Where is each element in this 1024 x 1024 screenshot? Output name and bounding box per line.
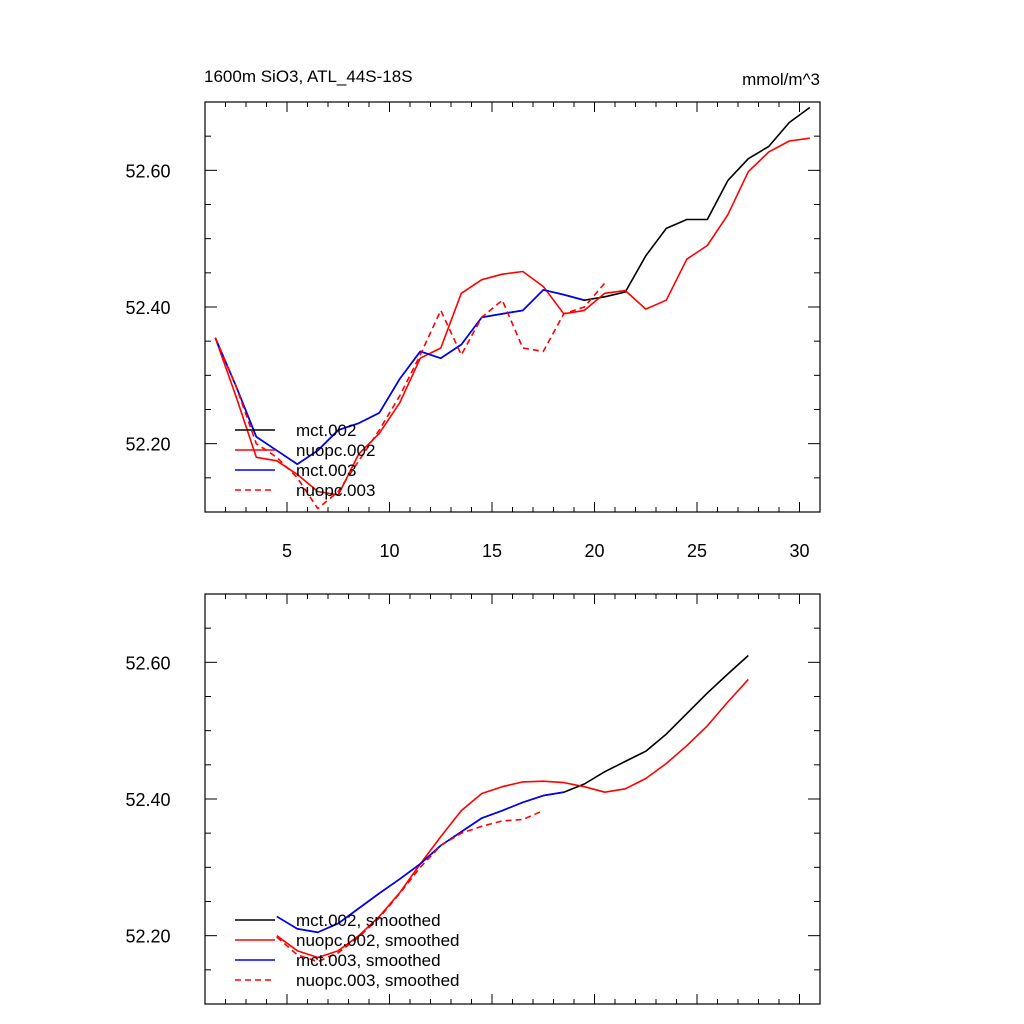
bottom-series-line-1 (276, 654, 749, 934)
top-x-tick-label: 10 (379, 541, 399, 561)
bottom-legend-label: nuopc.003, smoothed (296, 971, 460, 990)
top-x-tick-label: 25 (687, 541, 707, 561)
top-y-tick-label: 52.40 (125, 298, 170, 318)
bottom-series-line-3 (276, 791, 564, 934)
top-chart-title: 1600m SiO3, ATL_44S-18S (204, 67, 413, 86)
top-legend-label: nuopc.002 (296, 441, 375, 460)
bottom-y-tick-label: 52.60 (125, 653, 170, 673)
bottom-y-tick-label: 52.20 (125, 927, 170, 947)
top-series-line-2 (214, 137, 810, 496)
bottom-y-tick-label: 52.40 (125, 790, 170, 810)
top-legend-label: mct.003 (296, 461, 356, 480)
bottom-legend-label: nuopc.002, smoothed (296, 931, 460, 950)
top-series-line-4 (214, 282, 606, 510)
top-legend-label: mct.002 (296, 421, 356, 440)
top-x-tick-label: 20 (584, 541, 604, 561)
top-series-line-3 (214, 289, 585, 466)
bottom-legend-label: mct.002, smoothed (296, 911, 441, 930)
top-chart-panel: 1600m SiO3, ATL_44S-18S mmol/m^3 5 10 15 20… (125, 67, 821, 561)
bottom-series-line-2 (276, 678, 749, 959)
top-x-tick-label: 30 (789, 541, 809, 561)
top-y-tick-label: 52.60 (125, 161, 170, 181)
top-x-tick-label: 15 (482, 541, 502, 561)
top-series-line-1 (214, 106, 811, 466)
bottom-series-line-4 (276, 809, 544, 963)
top-chart-units: mmol/m^3 (742, 70, 820, 89)
top-x-tick-label: 5 (282, 541, 292, 561)
top-y-tick-label: 52.20 (125, 435, 170, 455)
top-legend-label: nuopc.003 (296, 481, 375, 500)
bottom-legend-label: mct.003, smoothed (296, 951, 441, 970)
